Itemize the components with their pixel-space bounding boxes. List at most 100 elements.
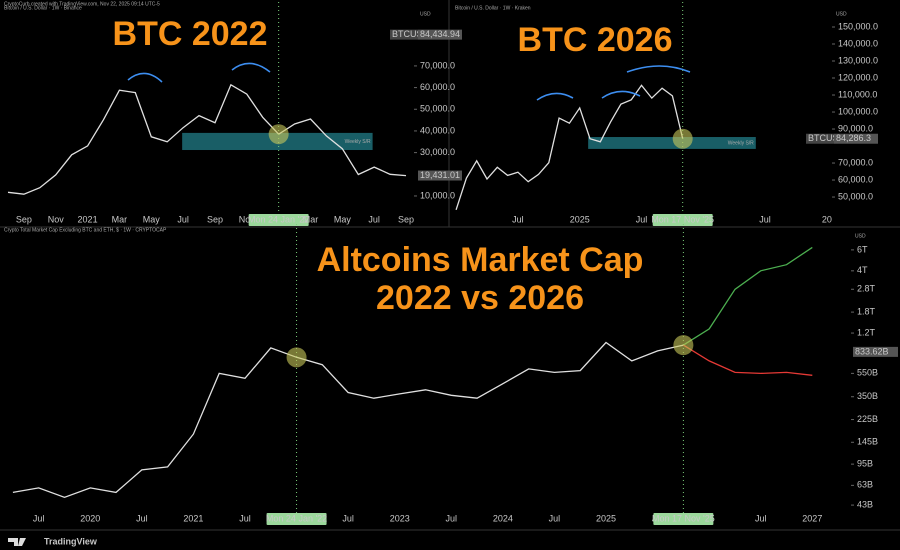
y-tick-label: 6T <box>857 244 868 254</box>
y-tick-label: 43B <box>857 499 873 509</box>
y-tick-label: 63B <box>857 480 873 490</box>
x-tick-label: 2025 <box>596 513 616 523</box>
price-tag-label: 833.62B <box>855 346 889 356</box>
y-tick-label: 150,000.0 <box>838 21 878 31</box>
arc <box>536 92 574 101</box>
y-tick-label: 550B <box>857 368 878 378</box>
symbol-box <box>390 29 418 40</box>
y-tick-label: 1.2T <box>857 327 876 337</box>
x-tick-label: Jul <box>33 513 45 523</box>
price-tag <box>418 29 462 40</box>
y-tick-label: 350B <box>857 391 878 401</box>
x-tick-label: Jul <box>446 513 458 523</box>
highlight-circle <box>286 347 307 368</box>
support-zone <box>588 137 756 149</box>
unit: USD <box>855 233 866 239</box>
x-tick-label: Jul <box>755 513 767 523</box>
x-tick-label: Jul <box>342 513 354 523</box>
y-tick-label: 95B <box>857 459 873 469</box>
unit: USD <box>836 11 847 17</box>
x-tick-label: 2027 <box>802 513 822 523</box>
x-tick-label: Nov <box>48 214 65 224</box>
price-tag <box>834 133 878 144</box>
unit: USD <box>420 11 431 17</box>
price-tag <box>418 170 462 181</box>
x-tick-label: Jul <box>512 214 524 224</box>
y-tick-label: 50,000.0 <box>420 104 455 114</box>
x-tick-label: Jul <box>636 214 648 224</box>
price-tag-label: 84,434.94 <box>420 29 460 39</box>
x-tick-label: Jul <box>549 513 561 523</box>
price-tag-label: 19,431.01 <box>420 170 460 180</box>
x-tick-label: Jul <box>239 513 251 523</box>
zone-label: Weekly S/R <box>728 140 754 146</box>
highlight-box <box>266 513 327 525</box>
y-tick-label: 1.8T <box>857 306 876 316</box>
chart-title: BTC 2022 <box>113 15 268 53</box>
y-tick-label: 10,000.0 <box>420 190 455 200</box>
footer-logo: TradingView <box>44 536 98 546</box>
x-tick-label: Jul <box>368 214 380 224</box>
arc <box>231 62 271 73</box>
highlight-box <box>652 214 713 226</box>
header: CryptoCurb created with TradingView.com,… <box>4 1 160 7</box>
y-tick-label: 110,000.0 <box>838 89 877 99</box>
y-tick-label: 130,000.0 <box>838 55 878 65</box>
y-tick-label: 40,000.0 <box>420 125 455 135</box>
y-tick-label: 225B <box>857 414 878 424</box>
price-tag <box>853 346 898 357</box>
highlight-box <box>248 214 309 226</box>
x-tick-label: 20 <box>822 214 832 224</box>
x-tick-label: Jul <box>177 214 189 224</box>
symbol-label: BTCUSD <box>392 29 430 39</box>
y-tick-label: 145B <box>857 437 878 447</box>
x-tick-label: 2021 <box>78 214 98 224</box>
arc <box>127 72 163 83</box>
x-tick-label: May <box>143 214 161 224</box>
y-tick-label: 50,000.0 <box>838 191 873 201</box>
price-line <box>683 246 813 346</box>
highlight-circle <box>268 124 289 145</box>
highlight-circle <box>673 335 694 356</box>
y-tick-label: 90,000.0 <box>838 123 873 133</box>
source: Bitcoin / U.S. Dollar · 1W · Kraken <box>455 5 531 11</box>
arc <box>626 65 691 73</box>
x-tick-label: 2023 <box>390 513 410 523</box>
x-tick-label: Mon 24 Jan '22 <box>248 214 309 224</box>
x-tick-label: 2024 <box>493 513 513 523</box>
x-tick-label: 2021 <box>183 513 203 523</box>
y-tick-label: 70,000.0 <box>420 60 455 70</box>
x-tick-label: Mon 17 Nov '25 <box>652 513 715 523</box>
x-tick-label: 2020 <box>80 513 100 523</box>
x-tick-label: Mon 24 Jan '22 <box>266 513 327 523</box>
symbol-label: BTCUSD <box>808 133 846 143</box>
y-tick-label: 2.8T <box>857 284 876 294</box>
chart-subtitle: 2022 vs 2026 <box>376 279 584 317</box>
y-tick-label: 60,000.0 <box>838 174 873 184</box>
symbol-box <box>806 133 834 144</box>
x-tick-label: Mar <box>112 214 128 224</box>
price-line <box>7 83 407 195</box>
price-line <box>683 344 813 376</box>
y-tick-label: 30,000.0 <box>420 147 455 157</box>
x-tick-label: Sep <box>207 214 223 224</box>
chart-title: Altcoins Market Cap <box>317 241 644 279</box>
x-tick-label: 2025 <box>570 214 590 224</box>
y-tick-label: 120,000.0 <box>838 72 878 82</box>
logo-icon <box>8 538 26 546</box>
x-tick-label: Mon 17 Nov '25 <box>651 214 714 224</box>
price-tag-label: 84,286.3 <box>836 133 871 143</box>
y-tick-label: 100,000.0 <box>838 106 878 116</box>
x-tick-label: Jul <box>759 214 771 224</box>
y-tick-label: 70,000.0 <box>838 157 873 167</box>
y-tick-label: 4T <box>857 265 868 275</box>
price-line <box>455 84 684 211</box>
highlight-circle <box>672 128 693 149</box>
price-line <box>12 341 684 498</box>
x-tick-label: Sep <box>16 214 32 224</box>
source: Crypto Total Market Cap Excluding BTC an… <box>4 227 167 233</box>
x-tick-label: Jul <box>136 513 148 523</box>
blue-arcs <box>127 62 691 101</box>
